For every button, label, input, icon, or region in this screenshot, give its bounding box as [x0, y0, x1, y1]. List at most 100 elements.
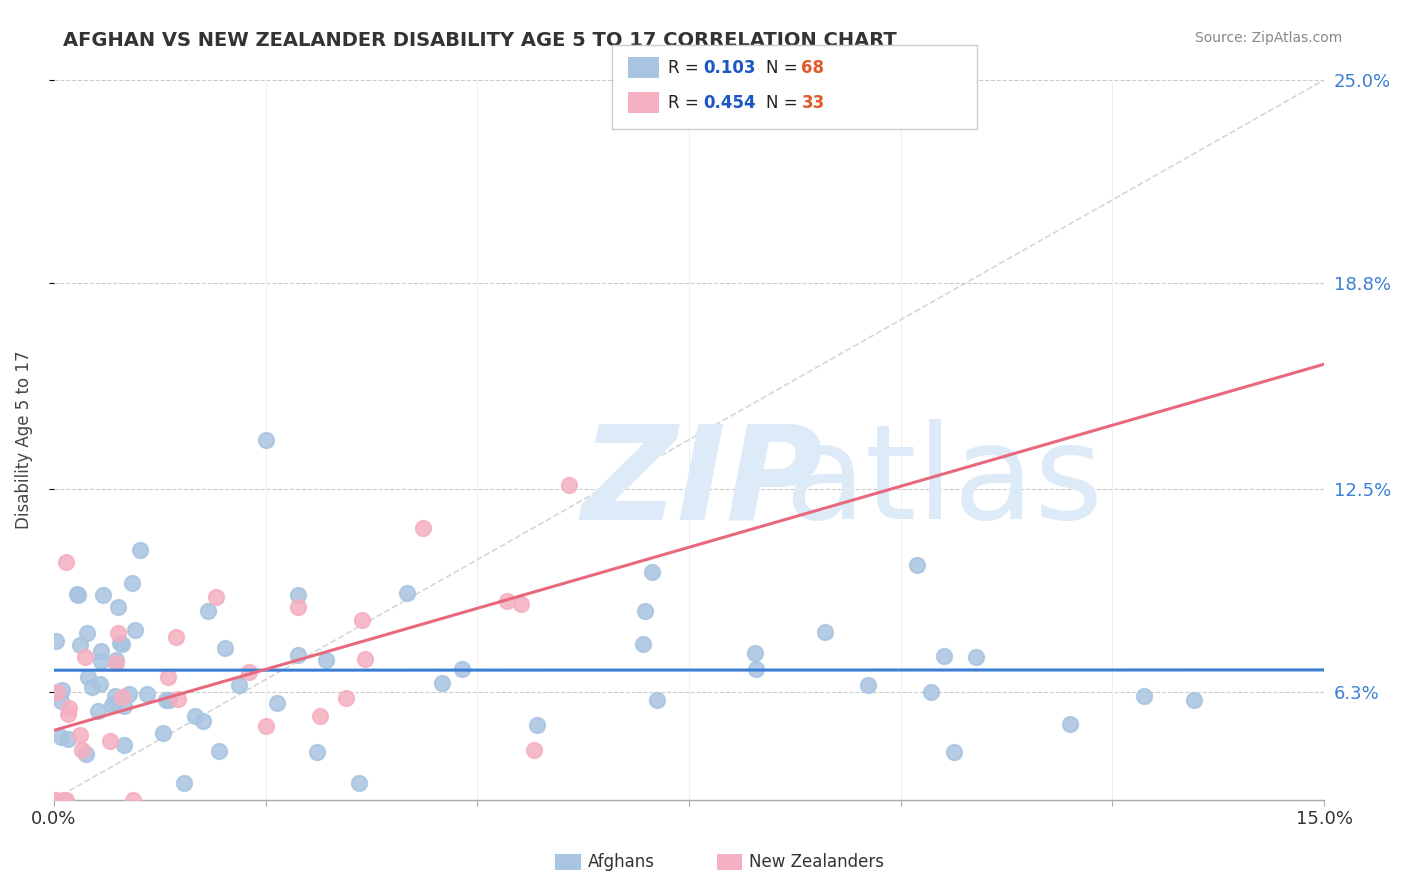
Point	[814, 624, 837, 639]
Point	[104, 689, 127, 703]
Point	[347, 776, 370, 790]
Point	[90, 655, 112, 669]
Point	[56, 707, 79, 722]
Point	[856, 678, 879, 692]
Point	[496, 594, 519, 608]
Point	[631, 637, 654, 651]
Point	[205, 590, 228, 604]
Point	[121, 792, 143, 806]
Text: 0.454: 0.454	[703, 94, 755, 112]
Point	[69, 638, 91, 652]
Point	[107, 599, 129, 614]
Point	[184, 709, 207, 723]
Point	[44, 792, 66, 806]
Text: atlas: atlas	[785, 419, 1104, 547]
Point	[89, 677, 111, 691]
Point	[197, 604, 219, 618]
Point	[98, 733, 121, 747]
Point	[395, 586, 418, 600]
Point	[45, 685, 67, 699]
Point	[166, 692, 188, 706]
Point	[55, 555, 77, 569]
Text: AFGHAN VS NEW ZEALANDER DISABILITY AGE 5 TO 17 CORRELATION CHART: AFGHAN VS NEW ZEALANDER DISABILITY AGE 5…	[63, 31, 897, 50]
Point	[112, 738, 135, 752]
Text: R =: R =	[668, 59, 704, 77]
Point	[173, 776, 195, 790]
Point	[350, 613, 373, 627]
Point	[254, 719, 277, 733]
Point	[214, 640, 236, 655]
Point	[121, 575, 143, 590]
Point	[101, 698, 124, 712]
Point	[55, 792, 77, 806]
Point	[53, 792, 76, 806]
Point	[45, 634, 67, 648]
Point	[315, 652, 337, 666]
Point	[1182, 693, 1205, 707]
Point	[111, 637, 134, 651]
Text: R =: R =	[668, 94, 704, 112]
Point	[69, 728, 91, 742]
Point	[744, 646, 766, 660]
Point	[136, 687, 159, 701]
Point	[238, 665, 260, 680]
Point	[58, 701, 80, 715]
Point	[451, 662, 474, 676]
Point	[266, 696, 288, 710]
Point	[51, 730, 73, 744]
Point	[254, 433, 277, 447]
Point	[67, 589, 90, 603]
Point	[155, 693, 177, 707]
Point	[129, 542, 152, 557]
Point	[124, 623, 146, 637]
Text: N =: N =	[766, 94, 803, 112]
Point	[45, 792, 67, 806]
Point	[75, 747, 97, 761]
Point	[66, 587, 89, 601]
Point	[87, 704, 110, 718]
Point	[641, 565, 664, 579]
Point	[965, 650, 987, 665]
Text: 33: 33	[801, 94, 825, 112]
Point	[287, 648, 309, 662]
Point	[114, 698, 136, 713]
Point	[558, 478, 581, 492]
Point	[76, 625, 98, 640]
Point	[1133, 690, 1156, 704]
Point	[104, 697, 127, 711]
Point	[509, 597, 531, 611]
Point	[152, 726, 174, 740]
Point	[523, 743, 546, 757]
Point	[191, 714, 214, 728]
Y-axis label: Disability Age 5 to 17: Disability Age 5 to 17	[15, 351, 32, 529]
Point	[105, 656, 128, 670]
Point	[108, 636, 131, 650]
Point	[75, 649, 97, 664]
Point	[49, 694, 72, 708]
Point	[905, 558, 928, 572]
Point	[634, 604, 657, 618]
Point	[228, 678, 250, 692]
Point	[82, 680, 104, 694]
Point	[309, 709, 332, 723]
Point	[111, 690, 134, 705]
Text: Source: ZipAtlas.com: Source: ZipAtlas.com	[1195, 31, 1343, 45]
Text: Afghans: Afghans	[588, 853, 655, 871]
Point	[156, 670, 179, 684]
Point	[287, 599, 309, 614]
Point	[287, 588, 309, 602]
Point	[58, 731, 80, 746]
Point	[745, 662, 768, 676]
Text: 0.103: 0.103	[703, 59, 755, 77]
Point	[107, 626, 129, 640]
Point	[526, 717, 548, 731]
Point	[91, 588, 114, 602]
Point	[90, 644, 112, 658]
Point	[105, 653, 128, 667]
Point	[77, 670, 100, 684]
Point	[70, 743, 93, 757]
Text: N =: N =	[766, 59, 803, 77]
Text: ZIP: ZIP	[581, 419, 823, 547]
Point	[118, 688, 141, 702]
Point	[208, 744, 231, 758]
